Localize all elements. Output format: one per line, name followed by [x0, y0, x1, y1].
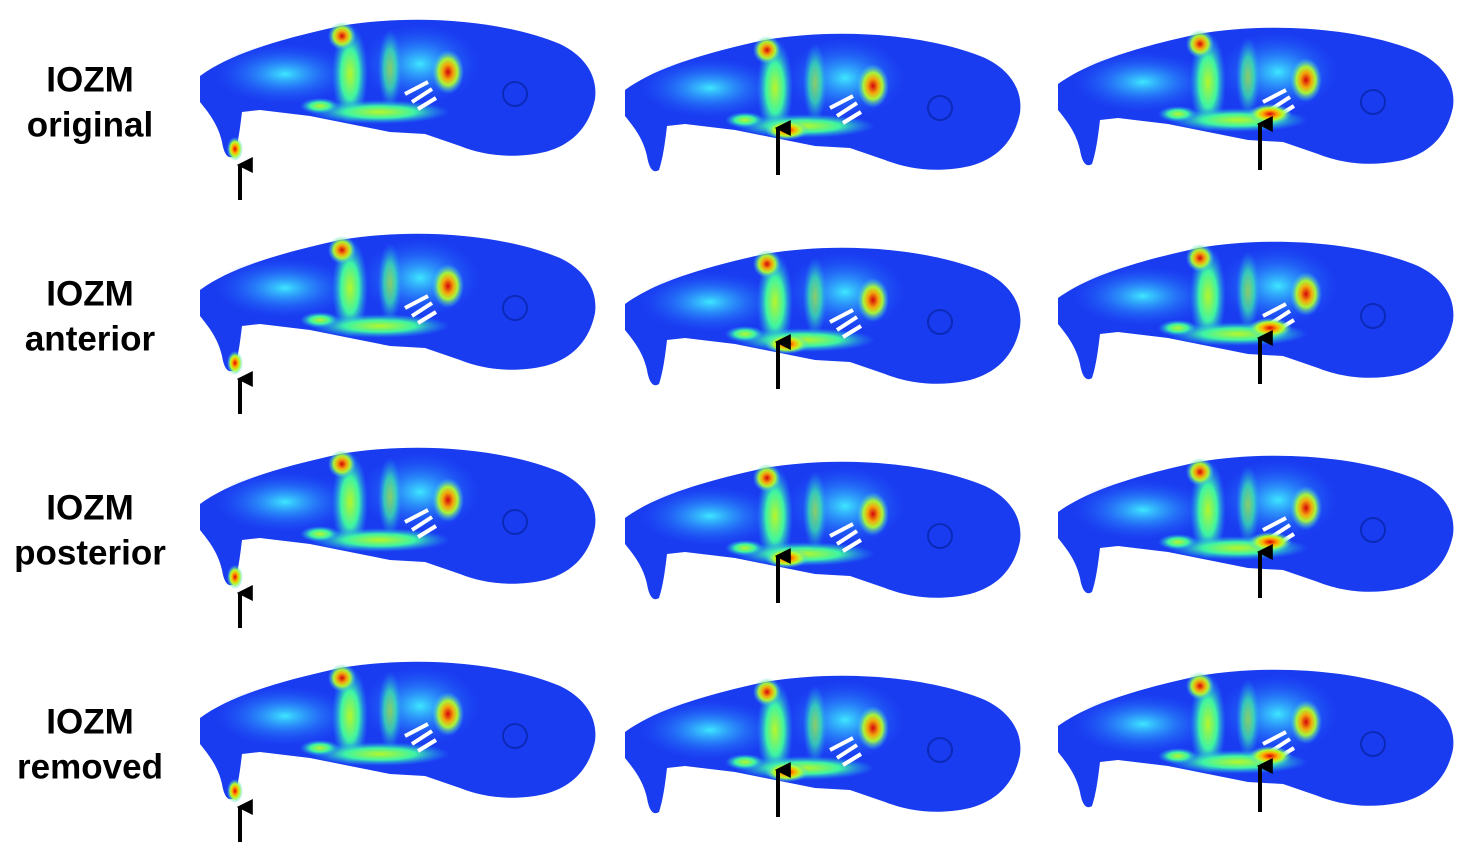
- skull-panel: [625, 676, 1020, 813]
- skull-panel: [200, 234, 595, 375]
- row-label: posterior: [14, 533, 166, 572]
- skull-panel: [200, 662, 595, 803]
- skull-heatmap: [625, 676, 1020, 813]
- stress-hotspot: [1248, 104, 1292, 124]
- figure-row: IOZM original: [27, 20, 1454, 200]
- skull-heatmap: [625, 248, 1020, 385]
- row-label: anterior: [25, 319, 156, 358]
- row-label: IOZM: [46, 488, 133, 527]
- figure-row: IOZM anterior: [25, 234, 1454, 414]
- skull-panel: [625, 462, 1020, 599]
- skull-heatmap: [1058, 670, 1453, 807]
- stress-hotspot: [765, 120, 809, 140]
- skull-panel: [1058, 670, 1453, 807]
- skull-heatmap: [625, 462, 1020, 599]
- skull-heatmap: [200, 20, 595, 157]
- row-label: removed: [17, 747, 163, 786]
- skull-heatmap: [200, 448, 595, 585]
- stress-hotspot: [765, 548, 809, 568]
- skull-panel: [1058, 456, 1453, 593]
- figure-row: IOZM posterior: [14, 448, 1453, 628]
- skull-heatmap: [1058, 456, 1453, 593]
- skull-heatmap: [200, 662, 595, 799]
- stress-hotspot: [1248, 318, 1292, 338]
- skull-panel: [625, 34, 1020, 171]
- skull-panel: [200, 448, 595, 589]
- stress-hotspot: [1248, 746, 1292, 766]
- skull-heatmap: [625, 34, 1020, 171]
- skull-panel: [625, 248, 1020, 385]
- row-label: IOZM: [46, 60, 133, 99]
- skull-heatmap: [1058, 242, 1453, 379]
- stress-hotspot: [227, 565, 243, 589]
- stress-hotspot: [765, 762, 809, 782]
- row-label: IOZM: [46, 274, 133, 313]
- skull-panel: [200, 20, 595, 161]
- skull-panel: [1058, 28, 1453, 165]
- stress-hotspot: [227, 779, 243, 803]
- row-label: original: [27, 105, 153, 144]
- stress-hotspot: [765, 334, 809, 354]
- stress-hotspot: [1248, 532, 1292, 552]
- skull-heatmap: [200, 234, 595, 371]
- stress-hotspot: [227, 137, 243, 161]
- stress-hotspot: [227, 351, 243, 375]
- skull-heatmap: [1058, 28, 1453, 165]
- row-label: IOZM: [46, 702, 133, 741]
- figure-row: IOZM removed: [17, 662, 1453, 842]
- skull-panel: [1058, 242, 1453, 379]
